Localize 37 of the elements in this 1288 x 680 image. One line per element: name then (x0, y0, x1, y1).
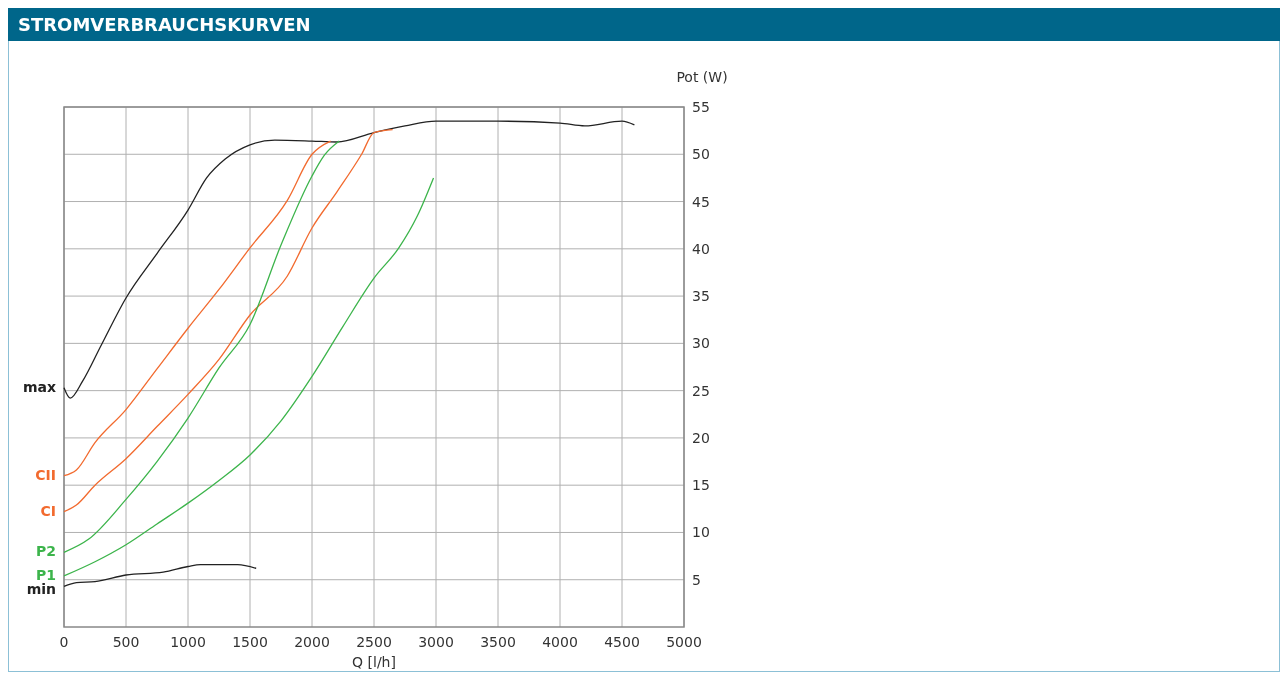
y-tick-label: 10 (692, 524, 710, 541)
line-series (63, 120, 636, 399)
x-tick-label: 4000 (542, 634, 578, 650)
line-series (63, 129, 394, 513)
y-tick-label: 35 (692, 288, 710, 305)
y-tick-label: 40 (692, 240, 710, 257)
x-tick-label: 5000 (666, 634, 702, 650)
x-tick-label: 2500 (356, 634, 392, 650)
series-label: CII (35, 466, 56, 483)
x-tick-label: 0 (59, 634, 69, 650)
y-tick-label: 5 (692, 571, 701, 588)
x-axis-title: Q [l/h] (352, 654, 396, 670)
y-axis-title: Pot (W) (676, 69, 728, 85)
chart-title: STROMVERBRAUCHSKURVEN (18, 14, 311, 35)
y-tick-label: 45 (692, 193, 710, 210)
series-label: min (26, 580, 56, 597)
x-tick-label: 3500 (480, 634, 516, 650)
line-series (63, 140, 332, 477)
y-tick-label: 15 (692, 477, 710, 494)
series-label: max (22, 378, 56, 395)
x-tick-label: 500 (112, 634, 140, 650)
series-label: P2 (35, 543, 56, 560)
x-tick-label: 1000 (170, 634, 206, 650)
x-tick-label: 2000 (294, 634, 330, 650)
x-tick-label: 4500 (604, 634, 640, 650)
y-tick-label: 25 (692, 382, 710, 399)
y-tick-label: 55 (692, 99, 710, 115)
line-series (63, 177, 435, 577)
series-label: CI (40, 502, 56, 519)
y-tick-label: 20 (692, 429, 710, 446)
line-series (63, 140, 340, 553)
x-tick-label: 3000 (418, 634, 454, 650)
x-tick-label: 1500 (232, 634, 268, 650)
y-tick-label: 30 (692, 335, 710, 352)
y-tick-label: 50 (692, 146, 710, 163)
line-series (63, 563, 257, 587)
series-label: P1 (35, 566, 56, 583)
